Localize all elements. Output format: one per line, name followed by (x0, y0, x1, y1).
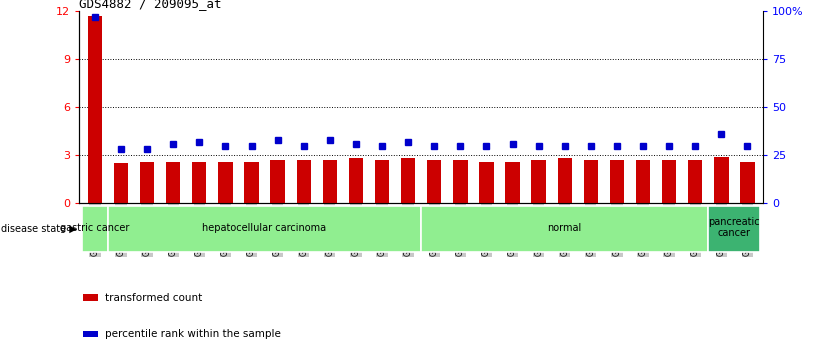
Text: pancreatic
cancer: pancreatic cancer (709, 217, 761, 238)
FancyBboxPatch shape (82, 206, 108, 252)
Bar (140, 162, 154, 203)
Text: transformed count: transformed count (105, 293, 203, 303)
Bar (636, 160, 651, 203)
Bar (297, 160, 311, 203)
Bar (374, 160, 389, 203)
Text: GDS4882 / 209095_at: GDS4882 / 209095_at (79, 0, 222, 10)
Text: hepatocellular carcinoma: hepatocellular carcinoma (203, 223, 327, 233)
Bar (558, 158, 572, 203)
Bar (505, 162, 520, 203)
Bar (349, 158, 363, 203)
Text: disease state ▶: disease state ▶ (1, 224, 77, 234)
Bar (192, 162, 207, 203)
FancyBboxPatch shape (108, 206, 421, 252)
Bar (741, 162, 755, 203)
Text: percentile rank within the sample: percentile rank within the sample (105, 329, 281, 339)
Bar (427, 160, 441, 203)
Text: normal: normal (548, 223, 582, 233)
Bar (531, 160, 545, 203)
Text: gastric cancer: gastric cancer (60, 223, 129, 233)
Bar (688, 160, 702, 203)
Bar (323, 160, 337, 203)
Bar (453, 160, 468, 203)
Bar (584, 160, 598, 203)
Bar (88, 16, 102, 203)
Bar (714, 157, 729, 203)
FancyBboxPatch shape (708, 206, 761, 252)
Bar (401, 158, 415, 203)
FancyBboxPatch shape (421, 206, 708, 252)
Bar (480, 162, 494, 203)
Bar (610, 160, 624, 203)
Bar (662, 160, 676, 203)
Bar (244, 162, 259, 203)
Bar (113, 163, 128, 203)
Bar (219, 162, 233, 203)
Bar (166, 162, 180, 203)
Bar (270, 160, 284, 203)
